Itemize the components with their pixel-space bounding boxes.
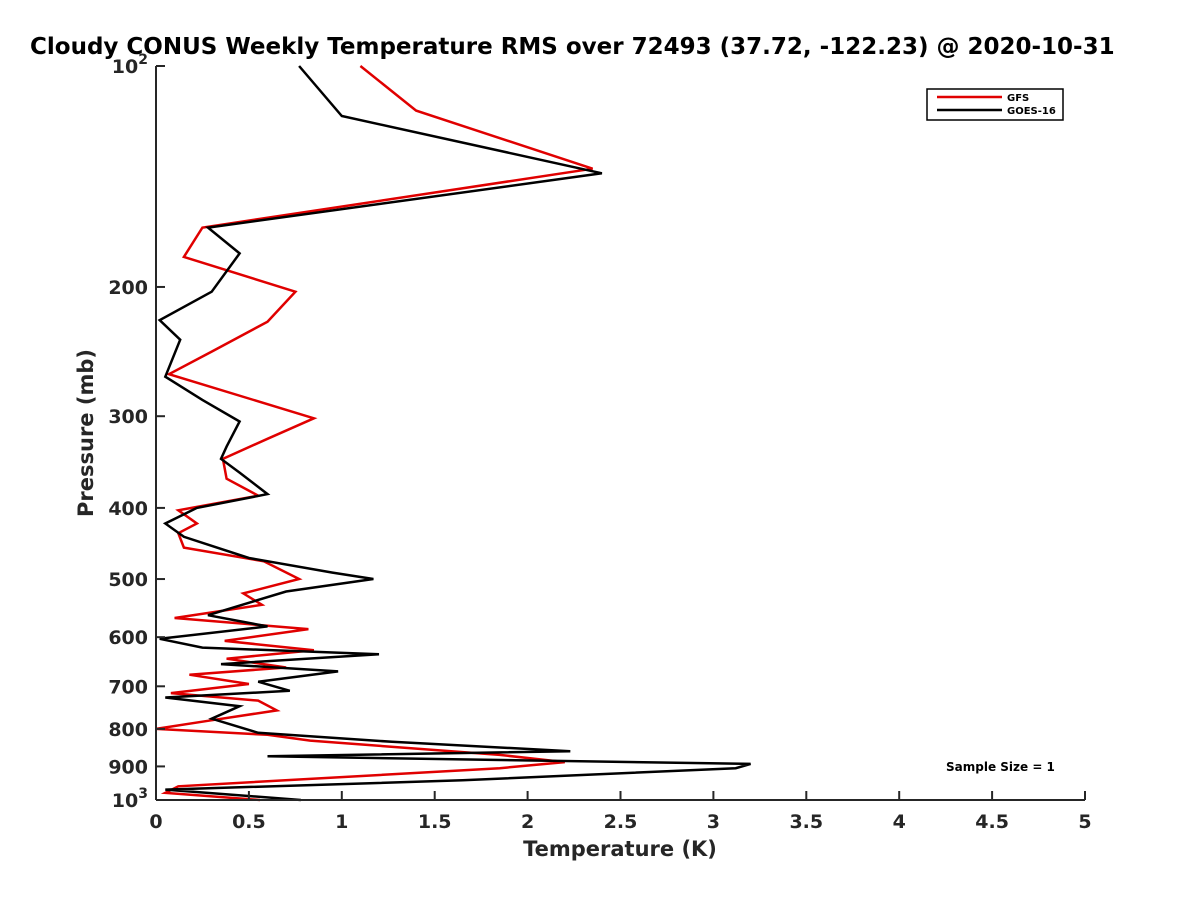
legend-box xyxy=(926,88,1064,121)
x-tick-label: 3.5 xyxy=(789,811,823,833)
series-line-gfs xyxy=(155,65,593,802)
y-tick-label: 900 xyxy=(108,756,148,778)
y-tick-label: 102 xyxy=(112,52,148,78)
x-tick-label: 1 xyxy=(335,811,348,833)
plot-area xyxy=(155,65,751,802)
x-tick-label: 3 xyxy=(707,811,720,833)
y-tick-label: 200 xyxy=(108,277,148,299)
x-axis: 0 0.5 1 1.5 2 2.5 3 3.5 4 4.5 5 xyxy=(149,791,1092,833)
y-tick-label: 500 xyxy=(108,569,148,591)
sample-size-annotation: Sample Size = 1 xyxy=(946,760,1055,774)
y-tick-label: 600 xyxy=(108,627,148,649)
legend-label-goes16: GOES-16 xyxy=(1007,106,1056,117)
x-tick-label: 0.5 xyxy=(232,811,266,833)
y-tick-label: 400 xyxy=(108,498,148,520)
y-tick-label: 300 xyxy=(108,406,148,428)
y-tick-label: 700 xyxy=(108,676,148,698)
legend-label-gfs: GFS xyxy=(1007,93,1029,104)
x-tick-label: 5 xyxy=(1078,811,1091,833)
x-tick-label: 1.5 xyxy=(418,811,452,833)
legend: GFS GOES-16 xyxy=(926,88,1064,121)
y-axis-label: Pressure (mb) xyxy=(74,349,98,517)
x-axis-label: Temperature (K) xyxy=(523,837,717,861)
x-tick-label: 2 xyxy=(521,811,534,833)
x-tick-label: 2.5 xyxy=(604,811,638,833)
y-tick-label: 800 xyxy=(108,719,148,741)
series-line-goes16 xyxy=(157,65,751,802)
chart-title: Cloudy CONUS Weekly Temperature RMS over… xyxy=(30,34,1115,60)
y-tick-label: 103 xyxy=(112,786,148,812)
y-axis: 102 200 300 400 500 600 700 800 900 103 xyxy=(108,52,165,812)
x-tick-label: 4 xyxy=(893,811,906,833)
x-tick-label: 0 xyxy=(149,811,162,833)
x-tick-label: 4.5 xyxy=(975,811,1009,833)
